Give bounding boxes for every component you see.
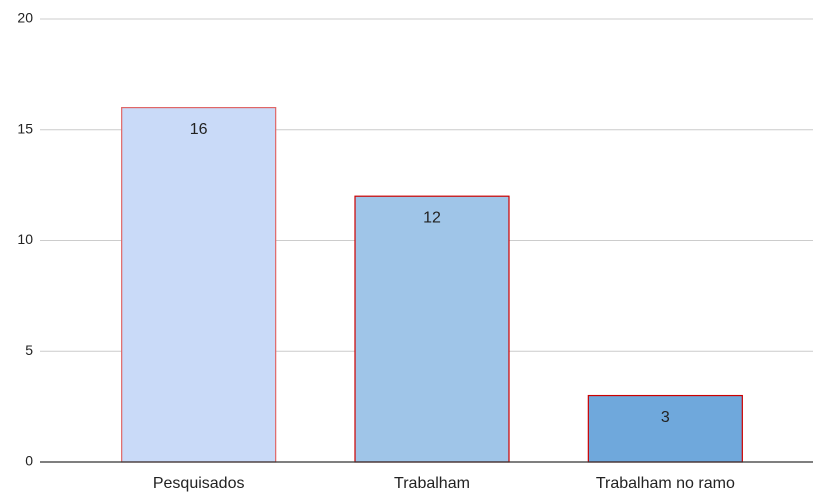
x-tick-label: Trabalham <box>394 475 470 492</box>
y-tick-label: 0 <box>25 453 33 469</box>
y-tick-label: 5 <box>25 342 33 358</box>
data-label: 16 <box>190 121 208 138</box>
data-label: 12 <box>423 209 441 226</box>
bar <box>121 106 277 463</box>
data-label: 3 <box>661 409 670 426</box>
y-tick-label: 20 <box>17 10 33 26</box>
y-tick-label: 10 <box>17 231 33 247</box>
x-tick-label: Pesquisados <box>153 475 245 492</box>
bar <box>587 394 743 463</box>
y-tick-label: 15 <box>17 120 33 136</box>
x-tick-label: Trabalham no ramo <box>596 475 735 492</box>
bar <box>354 195 510 463</box>
